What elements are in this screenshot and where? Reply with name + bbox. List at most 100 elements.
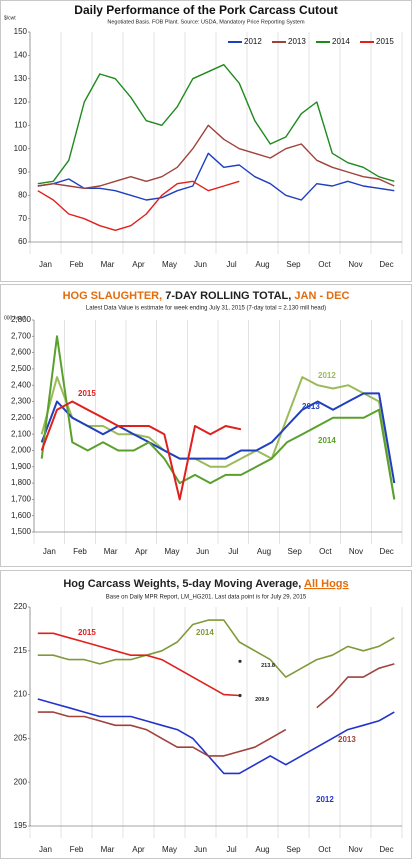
y-tick-label: 1,900 [11,462,32,471]
x-tick-label: Oct [319,547,332,556]
legend-label: 2012 [244,37,262,46]
series-line [37,152,395,201]
x-tick-label: May [162,845,177,854]
x-tick-label: Jul [226,260,236,269]
x-tick-label: Sep [286,845,301,854]
chart-title: Hog Carcass Weights, 5-day Moving Averag… [63,578,348,590]
x-tick-label: Aug [257,547,271,556]
x-tick-label: Apr [132,845,145,854]
x-tick-label: Jun [194,845,207,854]
y-tick-label: 90 [18,167,27,176]
x-tick-label: Jul [226,845,236,854]
series-label: 2013 [338,735,356,744]
y-tick-label: 200 [14,777,28,786]
series-line [37,64,395,185]
x-tick-label: Jun [194,260,207,269]
y-tick-label: 220 [14,602,28,611]
y-tick-label: 2,700 [11,331,32,340]
legend-label: 2015 [376,37,394,46]
chart-title: HOG SLAUGHTER, 7-DAY ROLLING TOTAL, JAN … [63,290,350,302]
y-tick-label: 140 [14,50,28,59]
series-label: 2015 [78,389,96,398]
x-tick-label: Dec [379,845,393,854]
y-tick-label: 70 [18,214,27,223]
series-line [40,376,396,500]
y-tick-label: 2,400 [11,380,32,389]
series-label: 2012 [318,371,336,380]
panel-border [0,0,412,282]
y-unit: 000 head [4,315,25,321]
x-tick-label: Sep [286,260,301,269]
series-label: 2015 [78,628,96,637]
series-label: 2012 [316,795,334,804]
x-tick-label: Apr [132,260,145,269]
chart-title: Daily Performance of the Pork Carcass Cu… [74,3,337,17]
x-tick-label: May [164,547,179,556]
series-line [40,335,396,500]
y-tick-label: 195 [14,821,28,830]
series-line [37,619,395,678]
y-tick-label: 2,300 [11,397,32,406]
x-tick-label: Feb [70,845,84,854]
panel-border [0,284,412,567]
x-tick-label: Jun [196,547,209,556]
x-tick-label: Sep [288,547,303,556]
x-tick-label: Jan [39,845,52,854]
y-tick-label: 2,500 [11,364,32,373]
series-line [37,124,395,189]
series-line [40,400,242,501]
y-tick-label: 1,500 [11,527,32,536]
x-tick-label: Mar [101,845,115,854]
annotation-dot [238,659,242,663]
y-tick-label: 80 [18,190,27,199]
title-part: HOG SLAUGHTER, [63,290,166,302]
x-tick-label: Nov [348,845,362,854]
series-label: 2013 [302,402,320,411]
annotation-dot [238,693,242,698]
chart-subtitle: Latest Data Value is estimate for week e… [86,306,326,312]
legend-label: 2014 [332,37,350,46]
y-tick-label: 210 [14,690,28,699]
y-unit: $/cwt [4,15,16,21]
series-label: 2014 [196,628,214,637]
x-tick-label: Mar [101,260,115,269]
y-tick-label: 215 [14,646,28,655]
y-tick-label: 2,800 [11,315,32,324]
title-part: Hog Carcass Weights, 5-day Moving Averag… [63,578,304,590]
series-line [37,632,240,697]
y-tick-label: 100 [14,144,28,153]
y-tick-label: 120 [14,97,28,106]
annotation-label: 213.8 [261,663,275,669]
series-line [37,663,395,757]
chart-subtitle: Base on Daily MPR Report, LM_HG201. Last… [106,595,307,601]
y-tick-label: 2,000 [11,446,32,455]
y-tick-label: 130 [14,74,28,83]
x-tick-label: Apr [135,547,148,556]
y-tick-label: 205 [14,734,28,743]
x-tick-label: Aug [255,845,269,854]
annotation-label: 209.9 [255,697,269,703]
y-tick-label: 2,200 [11,413,32,422]
y-tick-label: 110 [14,120,27,129]
x-tick-label: Oct [318,845,331,854]
legend-label: 2013 [288,37,306,46]
x-tick-label: Dec [380,547,394,556]
x-tick-label: Aug [255,260,269,269]
x-tick-label: Nov [349,547,363,556]
y-tick-label: 1,700 [11,494,32,503]
x-tick-label: Feb [70,260,84,269]
x-tick-label: Jan [43,547,56,556]
x-tick-label: Jul [228,547,238,556]
x-tick-label: Oct [318,260,331,269]
chart-subtitle: Negotiated Basis. FOB Plant. Source: USD… [107,19,305,25]
x-tick-label: Jan [39,260,52,269]
x-tick-label: Mar [104,547,118,556]
title-part: All Hogs [304,578,349,590]
y-tick-label: 2,600 [11,348,32,357]
x-tick-label: Feb [73,547,87,556]
title-part: JAN - DEC [294,290,349,302]
y-tick-label: 1,600 [11,511,32,520]
series-line [40,392,396,484]
x-tick-label: Nov [348,260,362,269]
title-part: 7-DAY ROLLING TOTAL, [165,290,294,302]
